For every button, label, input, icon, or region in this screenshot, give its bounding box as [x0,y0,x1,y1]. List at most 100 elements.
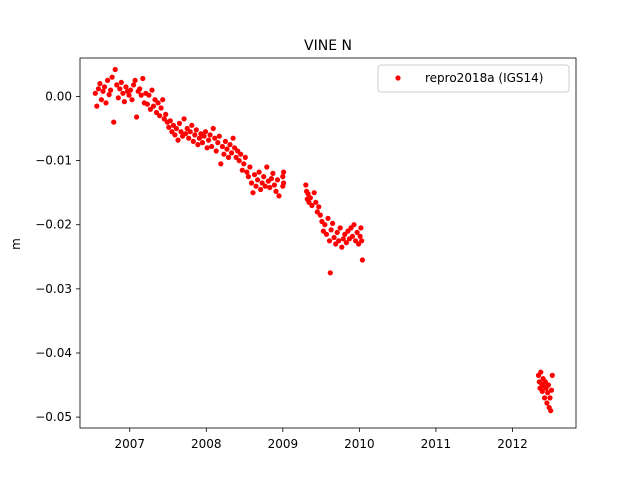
legend-box [377,64,570,93]
data-point [221,151,227,157]
data-point [339,244,345,250]
data-point [305,191,311,197]
x-tick-label: 2008 [191,437,222,451]
data-point [320,228,326,234]
data-point [340,236,346,242]
data-point [149,87,155,93]
data-point [248,180,255,186]
data-point [224,146,230,152]
data-point [227,142,233,148]
data-point [207,132,213,138]
data-point [281,169,287,175]
data-point [337,225,343,231]
data-point [160,97,166,103]
data-point [153,109,160,116]
data-point [209,143,215,150]
data-point [158,105,164,111]
data-point [548,408,554,414]
data-point [325,215,331,221]
legend-marker [395,75,401,81]
data-point [117,86,123,92]
data-point [140,75,146,82]
data-point [137,86,143,92]
data-point [317,212,323,218]
data-point [547,395,553,401]
data-point [336,238,342,244]
data-point [273,188,279,194]
data-point [118,79,124,85]
data-point [190,138,196,144]
x-ticks: 2007 2008 2009 2010 2011 2012 [114,428,528,451]
data-point [251,172,258,178]
data-point [187,129,193,135]
data-point [175,137,181,143]
legend: repro2018a (IGS14) [377,64,570,93]
data-point [359,238,365,244]
data-point [280,174,286,180]
data-point [343,240,349,246]
data-point [183,131,189,137]
data-point [322,222,328,228]
x-tick-label: 2009 [268,437,299,451]
data-point [244,169,250,175]
data-point [167,118,173,124]
data-point [106,92,112,98]
data-point [101,84,108,90]
data-point [276,193,282,199]
data-point [357,233,363,239]
data-point [163,111,169,117]
data-point [215,140,221,146]
data-point [225,154,232,160]
data-point [222,138,228,144]
data-point [233,154,239,160]
data-point [152,97,158,103]
data-point [120,90,126,96]
data-point [270,170,276,176]
data-point [326,238,333,244]
data-point [199,140,206,146]
data-point [105,77,111,83]
data-point [342,231,348,237]
data-point [146,92,152,98]
data-point [229,150,235,156]
data-point [97,81,103,87]
data-point [212,135,218,141]
data-point [261,174,267,180]
data-point [100,88,106,94]
data-point [544,400,550,406]
data-point [98,97,104,103]
data-point [356,241,362,247]
data-point [239,167,245,173]
data-point [193,127,199,133]
data-point [264,164,270,170]
data-point [206,137,212,143]
data-point [213,148,219,154]
data-point [181,116,187,122]
y-tick-label: −0.01 [35,154,72,168]
y-ticks: 0.00 −0.01 −0.02 −0.03 −0.04 −0.05 [35,89,80,424]
data-point [131,82,137,88]
data-point [186,135,192,141]
data-point [121,99,127,105]
data-point [542,395,548,401]
data-point [313,199,319,205]
y-tick-label: 0.00 [45,89,72,103]
data-point [327,270,333,276]
data-point [172,132,178,138]
data-point [330,220,336,226]
data-point [232,145,238,151]
data-point [268,176,274,182]
data-point [157,113,163,119]
data-point [311,190,317,196]
data-point [196,135,202,141]
data-points [92,66,555,414]
x-tick-label: 2010 [344,437,375,451]
data-point [303,182,309,188]
data-point [147,106,153,112]
data-point [166,124,172,130]
data-point [94,103,100,109]
data-point [331,234,337,241]
data-point [189,122,195,128]
data-point [161,116,167,122]
data-point [218,161,224,167]
